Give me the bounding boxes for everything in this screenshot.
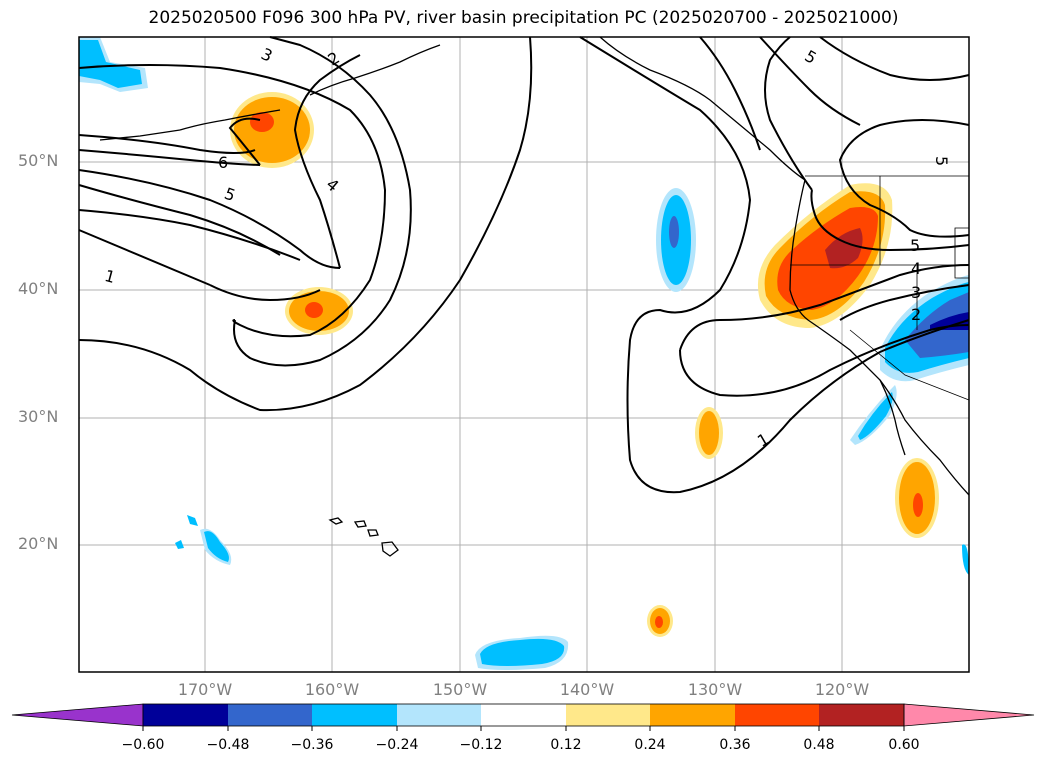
colorbar-tick-label: 0.48 (803, 737, 835, 753)
colorbar-bin (650, 704, 735, 726)
colorbar-tick-label: −0.48 (206, 737, 250, 753)
lon-label: 160°W (304, 680, 360, 699)
lat-label: 20°N (18, 534, 59, 553)
map-frame (78, 36, 970, 673)
precip-shading (79, 37, 969, 670)
colorbar-tick-label: 0.60 (888, 737, 920, 753)
colorbar-bin (735, 704, 819, 726)
colorbar-tick-label: 0.36 (719, 737, 751, 753)
colorbar (11, 703, 1035, 731)
lat-label: 40°N (18, 279, 59, 298)
lon-label: 140°W (559, 680, 615, 699)
colorbar-tick-label: −0.24 (375, 737, 419, 753)
lon-label: 150°W (432, 680, 488, 699)
colorbar-tick-label: −0.60 (121, 737, 165, 753)
contour-label: 1 (754, 429, 772, 451)
coastlines (99, 36, 970, 557)
contour-label: 4 (323, 175, 343, 196)
colorbar-bin (819, 704, 904, 726)
colorbar-bin (143, 704, 228, 726)
map-title: 2025020500 F096 300 hPa PV, river basin … (148, 8, 899, 28)
contour-label: 5 (910, 236, 920, 255)
colorbar-tick-label: −0.12 (459, 737, 503, 753)
gridlines (79, 37, 969, 672)
colorbar-bin (312, 704, 397, 726)
colorbar-bin (566, 704, 650, 726)
colorbar-bin (228, 704, 312, 726)
colorbar-bin (481, 704, 566, 726)
colorbar-tick-label: 0.12 (550, 737, 582, 753)
contour-label: 6 (218, 153, 228, 172)
contour-label: 3 (911, 283, 921, 302)
lat-label: 30°N (18, 407, 59, 426)
contour-label: 5 (802, 46, 820, 68)
lat-label: 50°N (18, 151, 59, 170)
contour-label: 3 (258, 44, 275, 66)
pv-contours (78, 36, 970, 494)
contour-label: 4 (911, 259, 921, 278)
contour-label: 5 (222, 184, 238, 205)
colorbar-extend-low (11, 703, 144, 727)
lon-label: 130°W (687, 680, 743, 699)
colorbar-tick-label: 0.24 (634, 737, 666, 753)
colorbar-bin (397, 704, 481, 726)
colorbar-extend-high (903, 703, 1035, 727)
lon-label: 170°W (177, 680, 233, 699)
contour-label: 1 (103, 266, 118, 287)
lon-label: 120°W (814, 680, 870, 699)
contour-label: 2 (911, 305, 921, 324)
contour-label: 5 (932, 156, 951, 166)
colorbar-tick-label: −0.36 (290, 737, 334, 753)
